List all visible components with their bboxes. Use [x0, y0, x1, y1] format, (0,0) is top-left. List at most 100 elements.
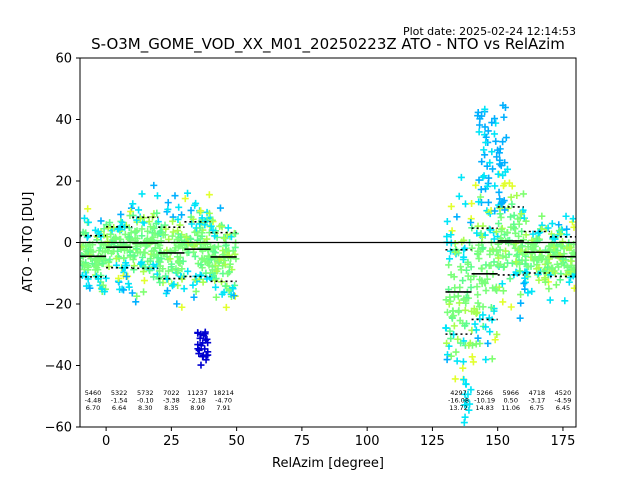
data-point: [164, 205, 172, 213]
x-tick-label: 50: [228, 434, 245, 449]
data-point: [496, 246, 504, 254]
y-tick-label: 20: [55, 175, 72, 190]
data-point: [187, 235, 195, 243]
data-point: [498, 227, 506, 235]
data-point: [496, 156, 504, 164]
data-point: [152, 220, 160, 228]
data-point: [445, 300, 453, 308]
data-point: [120, 286, 128, 294]
bin-label: 13.72: [449, 404, 468, 412]
data-point: [190, 293, 198, 301]
data-point: [468, 341, 476, 349]
plot-date: Plot date: 2025-02-24 12:14:53: [403, 25, 576, 38]
y-tick-label: −40: [45, 359, 72, 374]
data-point: [199, 278, 207, 286]
data-point: [84, 205, 92, 213]
bin-label: 6.45: [556, 404, 570, 412]
data-point: [447, 352, 455, 360]
data-point: [473, 283, 481, 291]
data-point: [139, 268, 147, 276]
data-point: [498, 280, 506, 288]
data-point: [455, 299, 463, 307]
data-point: [464, 260, 472, 268]
data-point: [146, 257, 154, 265]
data-point: [467, 386, 475, 394]
data-point: [231, 230, 239, 238]
data-point: [477, 193, 485, 201]
data-point: [115, 225, 123, 233]
data-point: [567, 273, 575, 281]
data-point: [550, 244, 558, 252]
data-point: [519, 190, 527, 198]
data-point: [207, 222, 215, 230]
data-point: [106, 256, 114, 264]
data-point: [174, 227, 182, 235]
data-point: [470, 305, 478, 313]
data-point: [522, 217, 530, 225]
data-point: [495, 188, 503, 196]
data-point: [181, 244, 189, 252]
data-point: [465, 406, 473, 414]
x-tick-label: 150: [485, 434, 510, 449]
data-point: [507, 223, 515, 231]
data-point: [479, 244, 487, 252]
bin-label: 4718: [529, 389, 546, 397]
data-point: [205, 191, 213, 199]
data-point: [504, 204, 512, 212]
data-point: [166, 255, 174, 263]
data-point: [491, 336, 499, 344]
data-point: [197, 219, 205, 227]
data-point: [475, 255, 483, 263]
data-point: [154, 254, 162, 262]
data-point: [567, 257, 575, 265]
bin-label: 8.90: [190, 404, 204, 412]
data-point: [491, 182, 499, 190]
data-point: [490, 258, 498, 266]
x-tick-label: 25: [163, 434, 180, 449]
y-tick-label: 40: [55, 113, 72, 128]
data-point: [192, 287, 200, 295]
data-point: [490, 235, 498, 243]
data-point: [529, 230, 537, 238]
data-point: [500, 197, 508, 205]
data-point: [150, 273, 158, 281]
data-point: [541, 274, 549, 282]
data-point: [224, 270, 232, 278]
data-point: [213, 267, 221, 275]
data-point: [531, 254, 539, 262]
data-point: [500, 113, 508, 121]
data-point: [107, 230, 115, 238]
data-point: [222, 303, 230, 311]
data-point: [443, 217, 451, 225]
data-point: [469, 358, 477, 366]
data-point: [146, 267, 154, 275]
data-point: [163, 287, 171, 295]
data-point: [541, 278, 549, 286]
data-point: [453, 357, 461, 365]
data-point: [87, 246, 95, 254]
data-point: [80, 265, 88, 273]
data-point: [536, 247, 544, 255]
data-point: [493, 330, 501, 338]
data-point: [451, 375, 459, 383]
data-point: [462, 299, 470, 307]
data-point: [207, 243, 215, 251]
data-point: [98, 260, 106, 268]
data-point: [127, 208, 135, 216]
bin-label: -0.10: [137, 397, 154, 405]
data-point: [486, 328, 494, 336]
data-point: [84, 275, 92, 283]
bin-label: 5460: [85, 389, 102, 397]
data-point: [538, 252, 546, 260]
data-point: [453, 213, 461, 221]
data-point: [522, 231, 530, 239]
data-point: [455, 192, 463, 200]
data-point: [480, 146, 488, 154]
bin-label: 6.70: [86, 404, 100, 412]
data-point: [157, 237, 165, 245]
data-point: [533, 265, 541, 273]
data-point: [570, 223, 576, 231]
data-point: [481, 151, 489, 159]
data-point: [521, 278, 529, 286]
